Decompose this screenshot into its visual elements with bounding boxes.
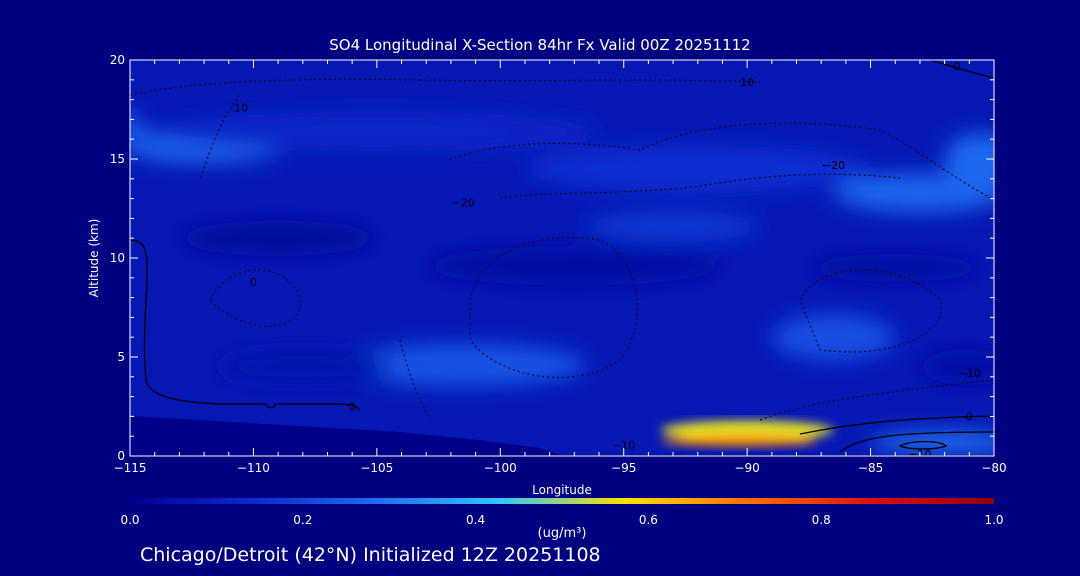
colorbar-strip xyxy=(130,498,994,504)
contour-neg10-small xyxy=(898,440,948,450)
contour-label-8: −10 xyxy=(958,367,981,380)
contour-neg10-east xyxy=(839,431,994,453)
colorbar-tick-label: 0.6 xyxy=(639,513,658,527)
concentration-region-14 xyxy=(660,420,834,441)
x-tick-label: −90 xyxy=(734,461,759,475)
colorbar-tick-label: 0.2 xyxy=(293,513,312,527)
concentration-region-13 xyxy=(919,349,994,385)
concentration-region-5 xyxy=(154,111,600,152)
contour-dotted-low xyxy=(399,339,431,421)
concentration-region-7 xyxy=(179,220,377,257)
footer-caption: Chicago/Detroit (42°N) Initialized 12Z 2… xyxy=(140,544,601,566)
colorbar-tick-label: 0.8 xyxy=(812,513,831,527)
colorbar-tick-label: 0.0 xyxy=(120,513,139,527)
contour-label-4: −20 xyxy=(452,197,475,210)
contour-dotted-west-loop xyxy=(209,269,301,327)
colorbar-tick-label: 1.0 xyxy=(984,513,1003,527)
concentration-region-11 xyxy=(216,349,390,385)
contour-label-3: −20 xyxy=(822,159,845,172)
contour-dotted-20-band xyxy=(499,173,901,199)
chart-title: SO4 Longitudinal X-Section 84hr Fx Valid… xyxy=(329,36,751,54)
y-tick-label: 10 xyxy=(110,251,125,265)
concentration-region-8 xyxy=(808,254,982,282)
terrain-surface xyxy=(130,416,994,456)
concentration-region-1 xyxy=(130,112,148,142)
concentration-region-12 xyxy=(771,313,896,361)
x-tick-label: −110 xyxy=(237,461,270,475)
contour-dotted-east-low xyxy=(759,379,994,421)
concentration-region-15 xyxy=(660,436,819,447)
contour-dotted-10-top xyxy=(130,78,761,96)
concentration-region-4 xyxy=(524,145,871,193)
x-tick-label: −115 xyxy=(114,461,147,475)
contour-zero-east xyxy=(799,415,994,435)
contour-label-10: 0 xyxy=(349,401,356,414)
contour-top-right xyxy=(929,60,994,79)
concentration-region-2 xyxy=(833,172,994,213)
contour-dotted-20-mid xyxy=(449,122,994,201)
y-tick-label: 0 xyxy=(117,449,125,463)
x-axis-label: Longitude xyxy=(532,483,592,497)
y-tick-label: 5 xyxy=(117,350,125,364)
x-tick-label: −105 xyxy=(360,461,393,475)
contour-label-0: 10 xyxy=(234,102,248,115)
y-axis-label: Altitude (km) xyxy=(87,219,101,298)
concentration-region-10 xyxy=(339,343,587,387)
x-tick-label: −100 xyxy=(484,461,517,475)
concentration-region-9 xyxy=(586,210,760,243)
y-tick-label: 20 xyxy=(110,53,125,67)
concentration-region-6 xyxy=(426,246,723,286)
contour-label-7: 0 xyxy=(966,410,973,423)
colorbar-unit-label: (ug/m³) xyxy=(537,526,587,541)
colorbar-tick-label: 0.4 xyxy=(466,513,485,527)
colorbar: 0.0 0.2 0.4 0.6 0.8 1.0 xyxy=(120,498,1004,527)
contour-zero-west xyxy=(130,239,361,411)
contour-label-5: 0 xyxy=(250,276,257,289)
contour-label-1: 10 xyxy=(740,76,754,89)
contour-label-2: 0 xyxy=(953,60,960,73)
x-tick-label: −85 xyxy=(858,461,883,475)
x-tick-label: −95 xyxy=(611,461,636,475)
x-tick-label: −80 xyxy=(981,461,1006,475)
contour-label-6: −10 xyxy=(612,439,635,452)
concentration-region-3 xyxy=(944,133,994,185)
contour-dotted-center-loop xyxy=(469,237,638,378)
y-tick-label: 15 xyxy=(110,152,125,166)
